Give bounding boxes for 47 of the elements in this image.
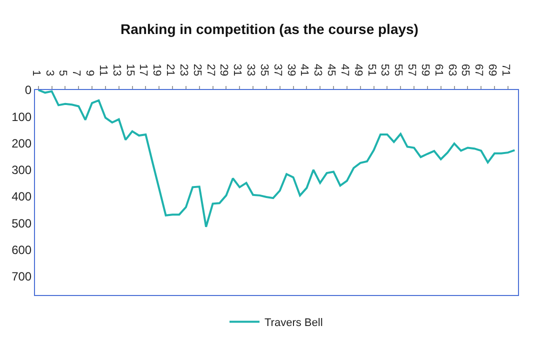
x-tick-label: 27 <box>204 64 216 76</box>
x-tick-label: 9 <box>84 70 96 76</box>
y-tick-label: 600 <box>12 242 32 257</box>
y-tick-label: 200 <box>12 136 32 150</box>
x-tick-label: 59 <box>418 64 431 76</box>
x-tick-label: 67 <box>472 64 485 76</box>
x-tick-label: 23 <box>177 64 190 76</box>
x-tick-label: 39 <box>284 64 297 76</box>
line-series <box>37 90 516 228</box>
x-tick-label: 41 <box>298 64 310 76</box>
y-tick-label: 400 <box>12 190 32 204</box>
y-tick-label: 500 <box>12 216 32 230</box>
x-tick-label: 57 <box>406 64 418 76</box>
x-tick-label: 65 <box>459 64 472 76</box>
chart-title: Ranking in competition (as the course plays) <box>120 21 418 38</box>
x-tick-label: 3 <box>43 70 56 76</box>
x-tick-label: 17 <box>137 64 150 76</box>
x-tick-label: 29 <box>218 64 230 76</box>
x-tick-label: 53 <box>378 64 391 76</box>
x-tick-label: 13 <box>110 64 122 76</box>
x-tick-label: 19 <box>150 64 163 76</box>
x-tick-label: 49 <box>352 64 364 76</box>
x-tick-label: 69 <box>486 64 498 76</box>
x-tick-label: 1 <box>30 70 42 76</box>
x-tick-label: 11 <box>96 64 109 76</box>
y-tick-label: 0 <box>24 83 32 98</box>
x-tick-label: 61 <box>432 64 444 76</box>
x-tick-label: 31 <box>231 64 244 76</box>
x-tick-label: 37 <box>271 64 284 76</box>
x-tick-label: 51 <box>365 64 378 76</box>
x-tick-label: 35 <box>258 64 270 76</box>
x-tick-label: 33 <box>244 64 257 76</box>
x-tick-label: 7 <box>70 70 82 76</box>
x-tick-label: 45 <box>325 64 338 76</box>
y-tick-label: 300 <box>12 163 32 178</box>
x-tick-label: 43 <box>312 64 324 76</box>
y-tick-label: 100 <box>12 110 32 124</box>
legend-label: Travers Bell <box>264 317 323 330</box>
x-tick-label: 55 <box>392 64 404 76</box>
x-tick-label: 63 <box>446 64 458 76</box>
x-tick-label: 15 <box>124 64 136 76</box>
x-tick-label: 47 <box>338 64 350 76</box>
x-tick-label: 71 <box>499 64 512 76</box>
x-tick-label: 25 <box>190 64 203 76</box>
x-tick-label: 5 <box>56 70 69 76</box>
x-tick-label: 21 <box>164 64 176 76</box>
y-tick-label: 700 <box>12 270 32 284</box>
